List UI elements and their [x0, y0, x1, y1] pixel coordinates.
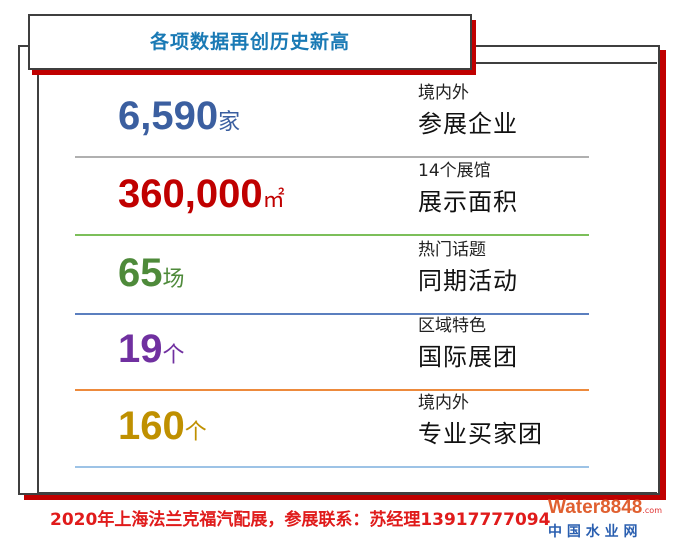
stat-label: 专业买家团 — [418, 420, 543, 448]
stat-number: 160个 — [118, 402, 207, 456]
stat-row: 19个 区域特色 国际展团 — [75, 313, 589, 391]
page-title: 各项数据再创历史新高 — [149, 31, 350, 53]
watermark-logo: Water8848.com 中 国 水 业 网 — [548, 498, 662, 541]
inner-frame — [37, 62, 657, 494]
footer-contact: 2020年上海法兰克福汽配展，参展联系：苏经理13917777094 — [50, 510, 551, 530]
stat-value: 360,000 — [118, 172, 263, 216]
watermark-com: .com — [642, 506, 662, 515]
stat-subtitle: 热门话题 — [418, 240, 486, 260]
title-box: 各项数据再创历史新高 — [28, 14, 472, 70]
stat-number: 65场 — [118, 249, 185, 303]
row-divider — [75, 156, 589, 158]
stat-subtitle: 14个展馆 — [418, 161, 491, 181]
stat-label: 国际展团 — [418, 343, 518, 371]
stat-subtitle: 区域特色 — [418, 316, 486, 336]
stat-row: 65场 热门话题 同期活动 — [75, 237, 589, 315]
stat-label: 参展企业 — [418, 110, 518, 138]
stat-subtitle: 境内外 — [418, 393, 469, 413]
stat-value: 19 — [118, 327, 163, 371]
stat-unit: ㎡ — [262, 187, 285, 212]
row-divider — [75, 389, 589, 391]
stat-number: 6,590家 — [118, 92, 240, 146]
stat-value: 160 — [118, 404, 185, 448]
stat-row: 6,590家 境内外 参展企业 — [75, 80, 589, 158]
stat-value: 6,590 — [118, 94, 219, 138]
stat-number: 19个 — [118, 325, 185, 379]
row-divider — [75, 313, 589, 315]
stat-unit: 家 — [218, 109, 241, 134]
watermark-brand: Water8848 — [548, 497, 643, 518]
watermark-cn: 中 国 水 业 网 — [548, 524, 638, 540]
stat-unit: 场 — [162, 266, 185, 291]
stat-number: 360,000㎡ — [118, 170, 285, 224]
stat-unit: 个 — [184, 419, 207, 444]
stat-unit: 个 — [162, 342, 185, 367]
stat-row: 360,000㎡ 14个展馆 展示面积 — [75, 158, 589, 236]
stat-label: 同期活动 — [418, 267, 518, 295]
row-divider — [75, 466, 589, 468]
row-divider — [75, 234, 589, 236]
stat-subtitle: 境内外 — [418, 83, 469, 103]
stat-row: 160个 境内外 专业买家团 — [75, 390, 589, 468]
stat-value: 65 — [118, 251, 163, 295]
stat-label: 展示面积 — [418, 188, 518, 216]
